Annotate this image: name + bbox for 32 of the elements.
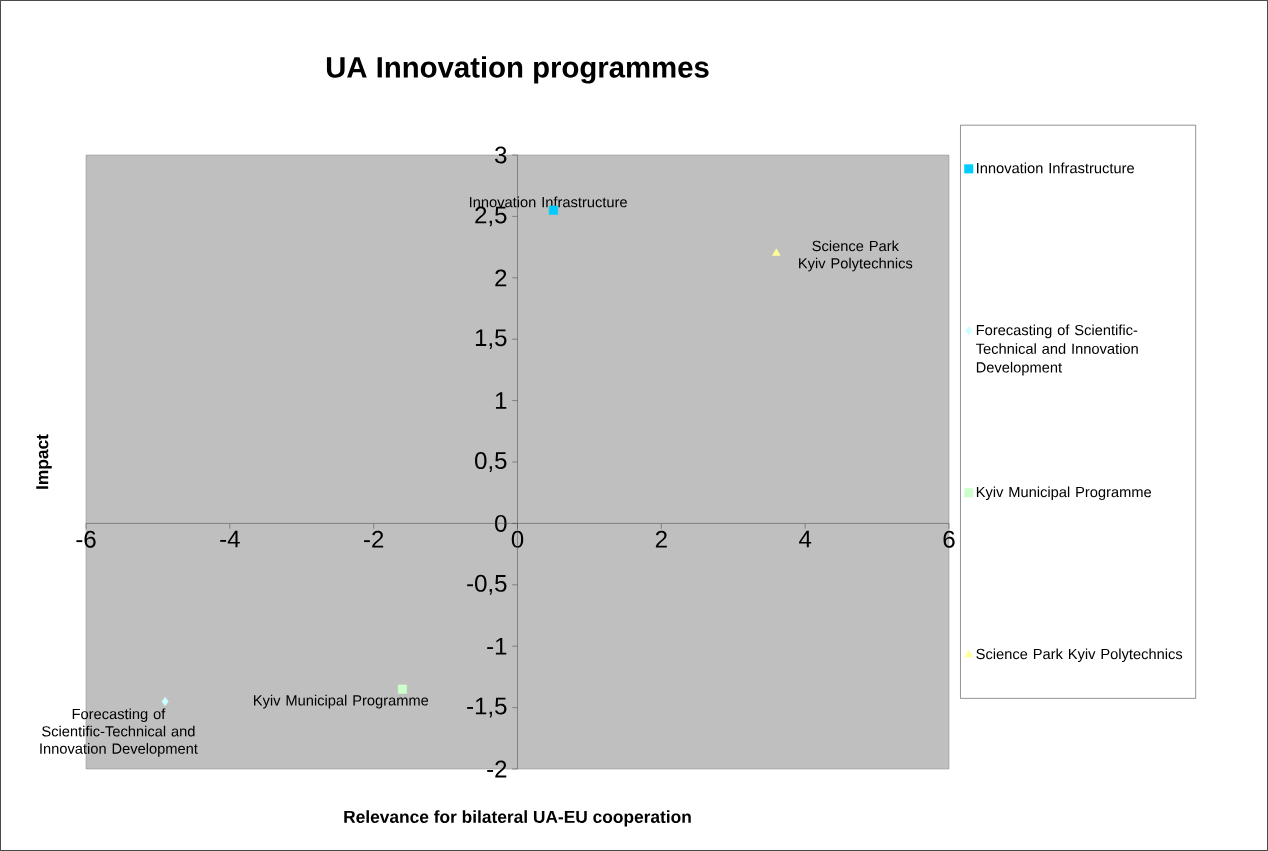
y-tick-label: -1,5 — [467, 697, 507, 718]
y-tick-label: -2 — [487, 760, 507, 778]
legend-label: Forecasting of Scientific-Technical and Innovation Development — [976, 324, 1138, 376]
x-axis-title: Relevance for bilateral UA-EU cooperation — [344, 810, 691, 827]
y-axis-title: Impact — [36, 434, 52, 489]
x-tick-label: -2 — [364, 530, 384, 548]
legend-label: Innovation Infrastructure — [977, 162, 1134, 174]
x-tick-label: -4 — [220, 530, 240, 548]
y-tick-label: 1 — [495, 392, 507, 409]
point — [161, 696, 169, 706]
y-tick-label: -1 — [487, 637, 507, 655]
y-tick-label: 0 — [495, 514, 507, 532]
legend-label: Kyiv Municipal Programme — [976, 486, 1152, 501]
x-tick-label: -6 — [76, 530, 96, 548]
point — [397, 684, 407, 694]
x-tick-label: 0 — [511, 530, 524, 548]
text: Forecasting of Scientific-Technical and Innovation Development — [40, 708, 198, 757]
y-tick-label: 2 — [495, 269, 507, 287]
text: Kyiv Municipal Programme — [254, 694, 429, 709]
point — [772, 248, 781, 256]
x-tick-label: 4 — [799, 530, 812, 548]
text: Science Park Kyiv Polytechnics — [799, 240, 913, 272]
y-tick-label: 1,5 — [475, 329, 507, 349]
y-tick-label: 3 — [495, 146, 507, 164]
legend-label: Science Park Kyiv Polytechnics — [976, 648, 1183, 663]
y-tick-label: 2,5 — [475, 206, 507, 227]
y-tick-label: -0,5 — [467, 574, 507, 595]
x-tick-label: 2 — [655, 530, 667, 548]
chart-title: UA Innovation programmes — [326, 56, 709, 84]
x-tick-label: 6 — [943, 530, 955, 548]
text: Innovation Infrastructure — [469, 196, 627, 208]
y-tick-label: 0,5 — [475, 452, 507, 472]
